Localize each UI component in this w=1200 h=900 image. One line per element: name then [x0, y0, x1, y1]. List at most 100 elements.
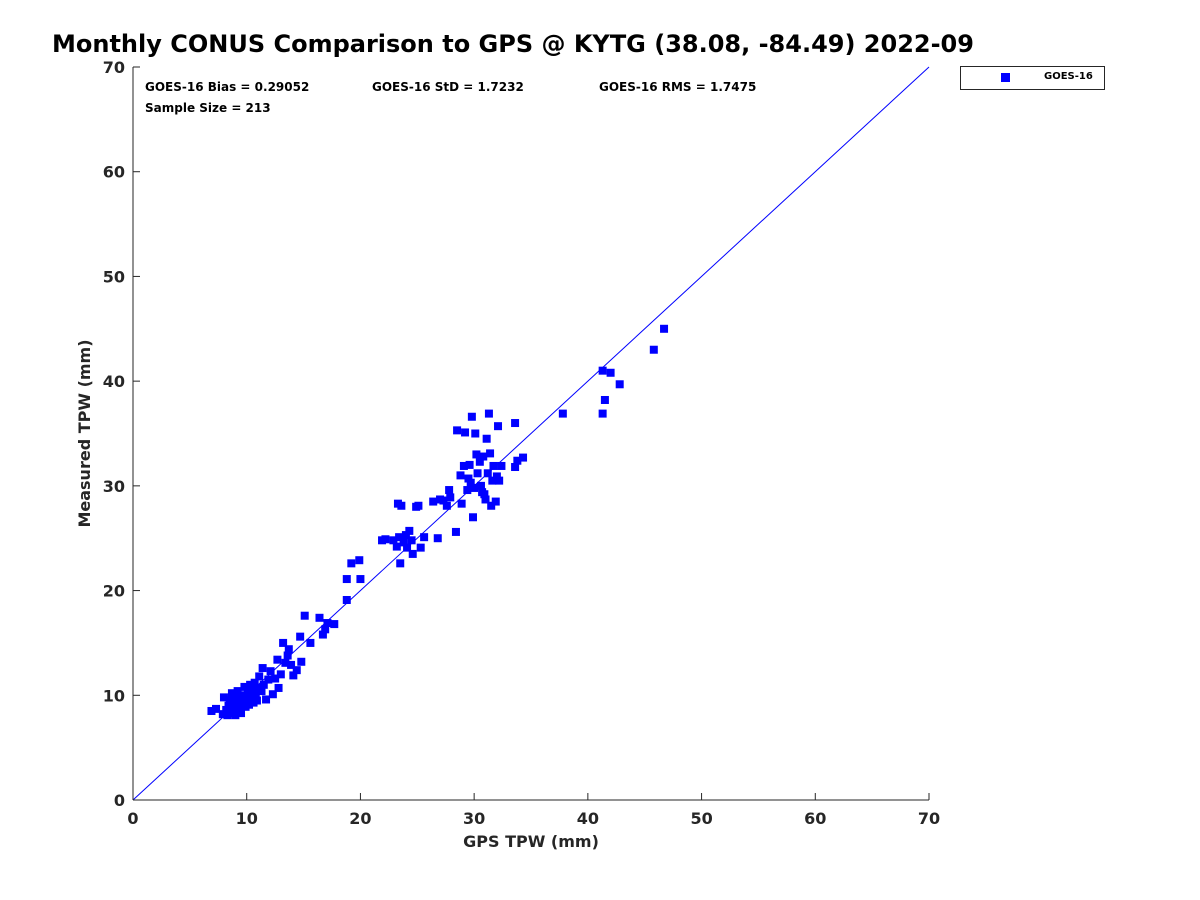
- data-point: [491, 497, 500, 506]
- data-point: [420, 533, 429, 542]
- data-point: [271, 674, 280, 683]
- data-point: [461, 428, 470, 437]
- chart-title: Monthly CONUS Comparison to GPS @ KYTG (…: [52, 30, 974, 58]
- data-point: [355, 556, 364, 565]
- data-point: [457, 499, 466, 508]
- data-point: [297, 657, 306, 666]
- data-point: [315, 613, 324, 622]
- legend: GOES-16: [960, 66, 1105, 90]
- x-tick-label: 70: [918, 809, 940, 828]
- data-point: [266, 667, 275, 676]
- data-point: [248, 686, 257, 695]
- data-point: [279, 638, 288, 647]
- data-point: [494, 422, 503, 431]
- data-point: [442, 501, 451, 510]
- x-tick-label: 30: [463, 809, 485, 828]
- data-point: [439, 496, 448, 505]
- data-point: [464, 474, 473, 483]
- data-point: [467, 412, 476, 421]
- data-point: [649, 345, 658, 354]
- legend-label-goes16: GOES-16: [1044, 71, 1093, 82]
- data-point: [243, 688, 252, 697]
- data-point: [519, 453, 528, 462]
- axes-frame: [132, 67, 929, 801]
- data-point: [306, 638, 315, 647]
- data-point: [207, 706, 216, 715]
- data-point: [258, 664, 267, 673]
- data-point: [469, 513, 478, 522]
- axis-ticks: 0 10 20 30 40 50 60 70 0 10 20 30 40 50 60 70: [103, 58, 940, 828]
- data-point: [615, 380, 624, 389]
- data-point: [342, 595, 351, 604]
- data-point: [212, 704, 221, 713]
- data-point: [356, 575, 365, 584]
- data-point: [284, 645, 293, 654]
- data-point: [231, 711, 240, 720]
- data-point: [251, 691, 260, 700]
- bias-stat: GOES-16 Bias = 0.29052: [145, 80, 310, 94]
- data-point: [283, 651, 292, 660]
- data-point: [300, 611, 309, 620]
- data-point: [472, 450, 481, 459]
- data-point: [429, 497, 438, 506]
- data-point: [475, 457, 484, 466]
- y-tick-label: 0: [114, 791, 125, 810]
- data-point: [558, 409, 567, 418]
- sample-size-stat: Sample Size = 213: [145, 101, 271, 115]
- data-point: [479, 452, 488, 461]
- data-point: [225, 696, 234, 705]
- data-point: [476, 481, 485, 490]
- data-point: [224, 701, 233, 710]
- data-point: [465, 460, 474, 469]
- data-point: [598, 409, 607, 418]
- data-point: [445, 486, 454, 495]
- data-point: [342, 575, 351, 584]
- data-point: [470, 483, 479, 492]
- data-point: [242, 695, 251, 704]
- data-point: [486, 449, 495, 458]
- data-point: [606, 368, 615, 377]
- y-tick-label: 40: [103, 372, 125, 391]
- x-tick-label: 10: [236, 809, 258, 828]
- data-point: [227, 689, 236, 698]
- data-point: [484, 409, 493, 418]
- data-point: [287, 660, 296, 669]
- data-point: [389, 536, 398, 545]
- data-point: [433, 534, 442, 543]
- data-point: [273, 655, 282, 664]
- data-point: [330, 620, 339, 629]
- data-point: [482, 434, 491, 443]
- data-point: [660, 324, 669, 333]
- data-point: [463, 486, 472, 495]
- legend-marker-goes16: [1001, 73, 1010, 82]
- y-tick-label: 70: [103, 58, 125, 77]
- x-tick-label: 20: [349, 809, 371, 828]
- data-point: [492, 472, 501, 481]
- data-point: [598, 366, 607, 375]
- data-point: [240, 682, 249, 691]
- data-point: [403, 543, 412, 552]
- data-point: [488, 476, 497, 485]
- data-point: [232, 694, 241, 703]
- data-point: [264, 675, 273, 684]
- data-point: [219, 693, 228, 702]
- data-point: [456, 471, 465, 480]
- data-point: [513, 456, 522, 465]
- data-point: [453, 426, 462, 435]
- data-point: [296, 632, 305, 641]
- data-point: [222, 705, 231, 714]
- data-point: [230, 698, 239, 707]
- data-point: [252, 696, 261, 705]
- y-tick-label: 30: [103, 477, 125, 496]
- data-point: [233, 687, 242, 696]
- data-point: [321, 625, 330, 634]
- data-point: [414, 501, 423, 510]
- data-point: [250, 678, 259, 687]
- x-axis-label: GPS TPW (mm): [463, 832, 599, 851]
- data-point: [396, 559, 405, 568]
- std-stat: GOES-16 StD = 1.7232: [372, 80, 524, 94]
- data-point: [511, 463, 520, 472]
- data-point: [289, 671, 298, 680]
- data-point: [489, 461, 498, 470]
